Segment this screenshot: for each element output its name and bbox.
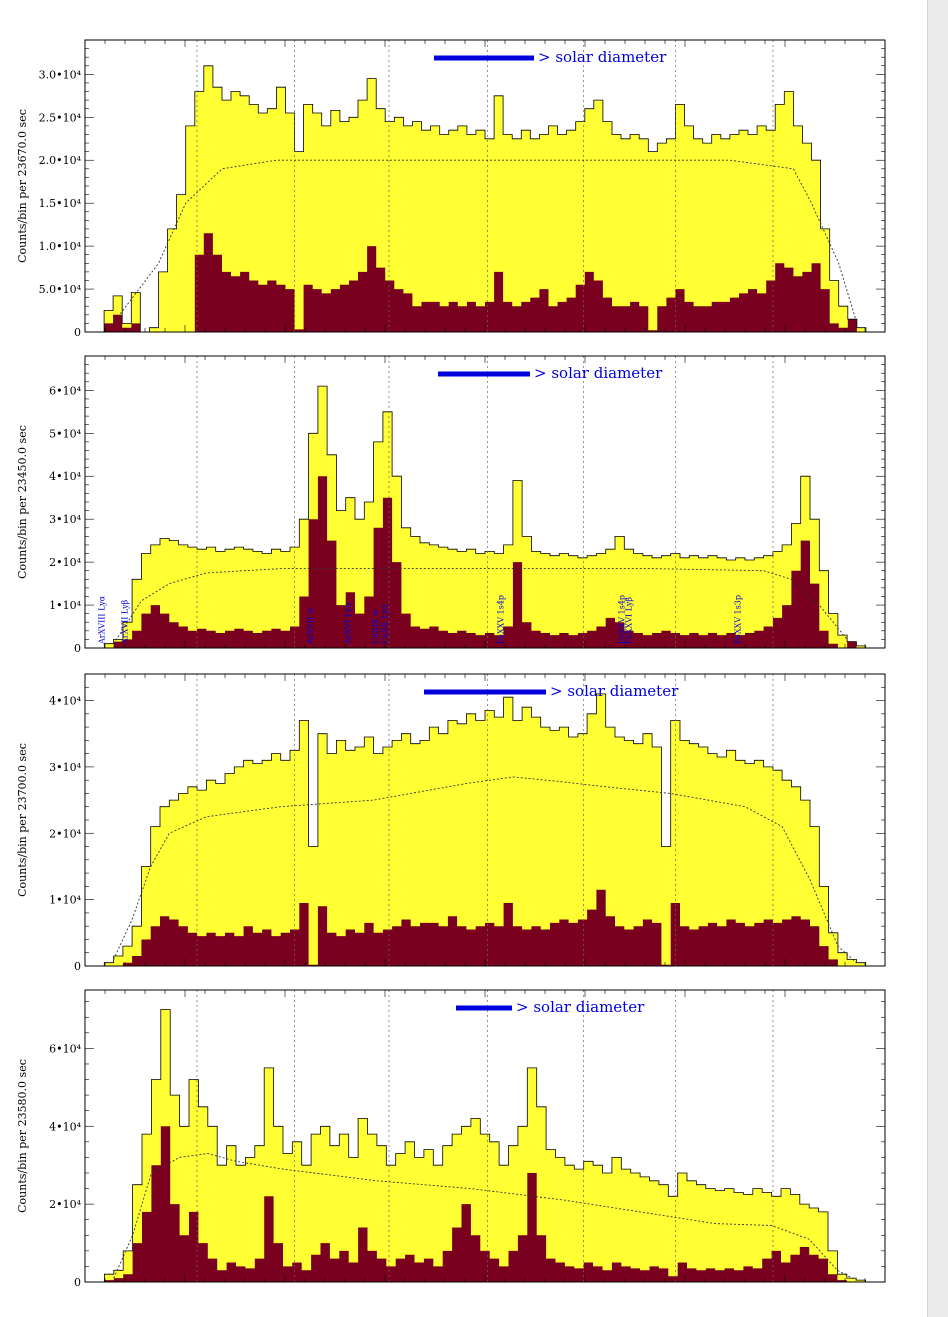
chart-panel-1: 0 5.0•10⁴ 1.0•10⁴ 1.5•10⁴ 2.0•10⁴ 2.5•10⁴ 3.0•…: [16, 39, 886, 339]
model-curve: [112, 159, 858, 324]
y-axis-label: Counts/bin per 23670.0 sec: [16, 109, 29, 263]
y-tick-label: 2.0•10⁴: [39, 154, 82, 167]
y-axis-label: Counts/bin per 23700.0 sec: [16, 743, 29, 897]
total-spectrum-outline: [95, 693, 875, 967]
line-annotation: FeXXV 1s4p: [497, 595, 506, 644]
y-tick-label: 5.0•10⁴: [39, 283, 82, 296]
y-tick-label: 2•10⁴: [49, 827, 81, 840]
model-curve: [113, 568, 848, 644]
y-tick-label: 5•10⁴: [49, 427, 81, 440]
line-annotation: CaXIX w: [371, 609, 380, 644]
solar-diameter-label: > solar diameter: [538, 48, 667, 66]
line-spectrum-area: [95, 889, 875, 966]
y-tick-label: 0: [74, 642, 81, 655]
total-spectrum-area: [95, 1009, 875, 1282]
total-spectrum-area: [95, 65, 875, 333]
line-spectrum-area: [95, 476, 875, 648]
y-tick-label: 1•10⁴: [49, 599, 81, 612]
line-spectrum-area: [95, 1126, 875, 1282]
total-spectrum-outline: [95, 65, 875, 333]
y-tick-label: 2•10⁴: [49, 556, 81, 569]
window-edge: [927, 0, 948, 1317]
y-tick-label: 2•10⁴: [49, 1198, 81, 1211]
line-annotation: CaXX Lyα: [381, 603, 390, 644]
total-spectrum-area: [95, 693, 875, 966]
model-curve: [113, 776, 857, 964]
y-tick-label: 1.0•10⁴: [39, 240, 82, 253]
y-tick-label: 0: [74, 326, 81, 339]
total-spectrum-outline: [95, 1009, 875, 1283]
line-annotation: ArXVII w: [306, 607, 315, 645]
y-tick-label: 4•10⁴: [49, 1120, 81, 1133]
chart-panel-4: 0 2•10⁴ 4•10⁴ 6•10⁴ Counts/bin per 23580.0 s…: [16, 989, 886, 1289]
y-tick-label: 3•10⁴: [49, 761, 81, 774]
y-tick-label: 4•10⁴: [49, 695, 81, 708]
y-axis-label: Counts/bin per 23450.0 sec: [16, 425, 29, 579]
total-spectrum-outline: [95, 385, 875, 649]
solar-diameter-label: > solar diameter: [534, 364, 663, 382]
model-curve: [113, 1153, 857, 1281]
y-tick-label: 1•10⁴: [49, 894, 81, 907]
y-axis-label: Counts/bin per 23580.0 sec: [16, 1059, 29, 1213]
y-tick-label: 0: [74, 960, 81, 973]
line-annotation: ArXVIII Lyα: [97, 595, 106, 645]
y-tick-label: 4•10⁴: [49, 470, 81, 483]
y-tick-label: 0: [74, 1276, 81, 1289]
y-tick-label: 6•10⁴: [49, 1042, 81, 1055]
chart-panel-3: 0 1•10⁴ 2•10⁴ 3•10⁴ 4•10⁴ Counts/bin per 2370…: [16, 673, 886, 973]
line-spectrum-area: [95, 233, 875, 332]
chart-panel-2: 0 1•10⁴ 2•10⁴ 3•10⁴ 4•10⁴ 5•10⁴ 6•10⁴ Counts/bi…: [16, 355, 886, 655]
line-annotation: FeXXVI Lyβ: [625, 597, 634, 644]
y-tick-label: 3•10⁴: [49, 513, 81, 526]
total-spectrum-area: [95, 386, 875, 648]
line-annotation: ArXVI Lyα: [343, 602, 352, 645]
y-tick-label: 1.5•10⁴: [39, 197, 82, 210]
line-annotation: ArXVII Lyβ: [121, 599, 130, 645]
solar-diameter-label: > solar diameter: [516, 998, 645, 1016]
y-tick-label: 3.0•10⁴: [39, 68, 82, 81]
y-tick-label: 2.5•10⁴: [39, 111, 82, 124]
y-tick-label: 6•10⁴: [49, 384, 81, 397]
line-annotation: FeXXV 1s3p: [733, 595, 742, 644]
solar-diameter-label: > solar diameter: [550, 682, 679, 700]
line-annotation: FeXXV 1s4p: [617, 595, 626, 644]
